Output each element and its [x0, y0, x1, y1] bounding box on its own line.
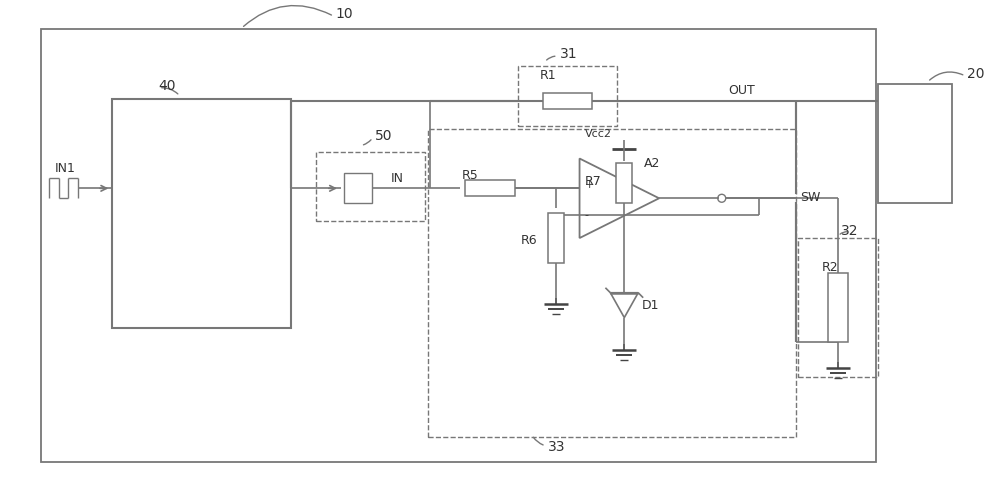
Bar: [428, 129, 796, 437]
Bar: [518, 66, 617, 126]
Bar: [798, 238, 878, 377]
Text: IN1: IN1: [55, 162, 75, 175]
Text: A2: A2: [644, 157, 661, 170]
Bar: [543, 93, 592, 109]
Bar: [828, 273, 848, 343]
Text: 31: 31: [560, 47, 577, 61]
Bar: [548, 213, 564, 263]
Text: 40: 40: [158, 79, 175, 93]
Bar: [112, 99, 291, 327]
Text: -: -: [585, 210, 589, 220]
Text: 20: 20: [967, 67, 985, 81]
Text: 10: 10: [336, 7, 354, 21]
Bar: [616, 164, 632, 203]
Text: R5: R5: [462, 169, 479, 182]
Text: OUT: OUT: [729, 84, 755, 98]
Text: IN: IN: [391, 172, 404, 185]
Bar: [344, 174, 372, 203]
Text: 33: 33: [548, 440, 565, 454]
Text: +: +: [585, 180, 594, 190]
Text: R2: R2: [822, 261, 839, 275]
Bar: [316, 151, 425, 221]
Bar: [878, 84, 952, 203]
Text: 32: 32: [841, 224, 859, 238]
Text: R7: R7: [585, 175, 601, 188]
Text: Vcc2: Vcc2: [585, 129, 612, 139]
Bar: [41, 29, 876, 462]
Text: D1: D1: [642, 299, 660, 312]
Bar: [465, 180, 515, 196]
Text: SW: SW: [800, 191, 821, 204]
Text: 50: 50: [375, 129, 392, 142]
Text: R1: R1: [540, 70, 556, 82]
Text: R6: R6: [521, 234, 538, 246]
